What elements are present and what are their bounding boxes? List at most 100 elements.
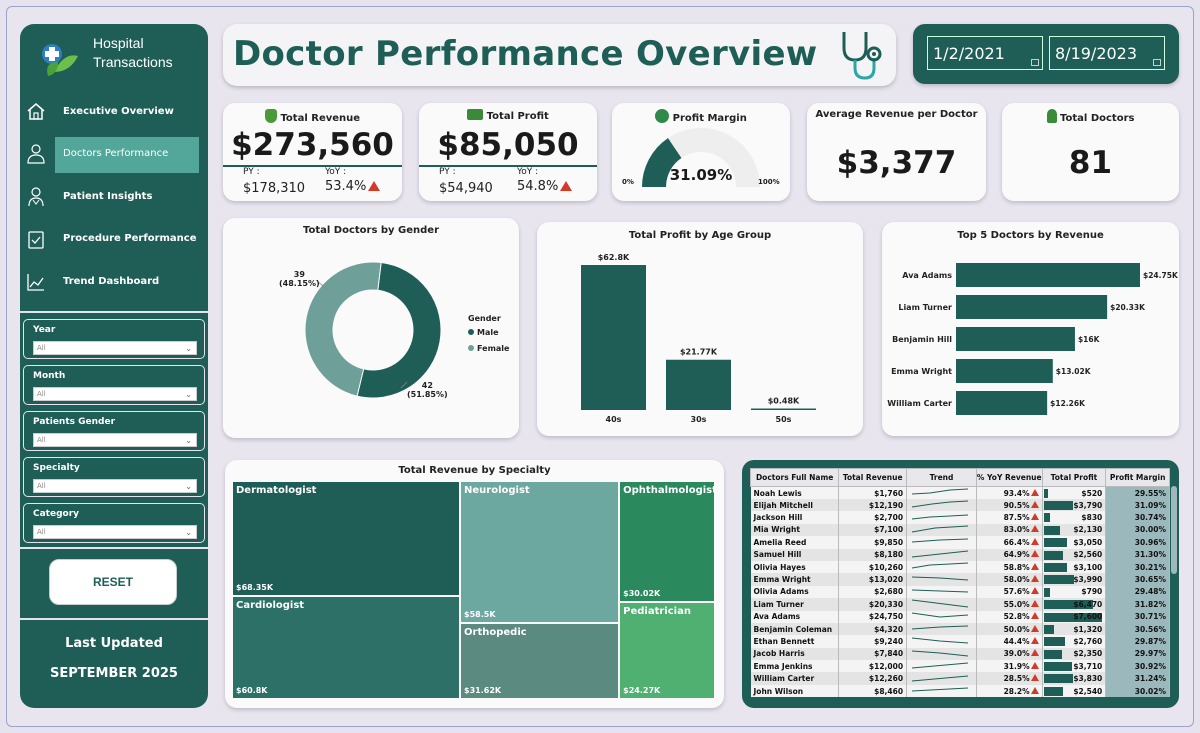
- column-header[interactable]: Doctors Full Name: [749, 468, 840, 487]
- profit-age-card: Total Profit by Age Group $62.8K 40s $21.7…: [537, 222, 863, 436]
- end-date-input[interactable]: 8/19/2023: [1049, 36, 1165, 70]
- treemap-cell-name: Cardiologist: [236, 600, 305, 612]
- yoy-value: 39.0%: [1003, 649, 1030, 659]
- nav-item-trend-dashboard[interactable]: Trend Dashboard: [20, 265, 208, 301]
- yoy-cell: 31.9%: [976, 660, 1043, 673]
- table-row[interactable]: William Carter $12,260 28.5% $3,830 31.24%: [750, 672, 1170, 685]
- table-row[interactable]: Jacob Harris $7,840 39.0% $2,350 29.97%: [750, 647, 1170, 661]
- yoy-value: 28.2%: [1003, 686, 1030, 696]
- sparkline: [912, 562, 969, 569]
- top-doctor-bar[interactable]: [956, 391, 1048, 415]
- table-row[interactable]: John Wilson $8,460 28.2% $2,540 30.02%: [750, 684, 1170, 698]
- table-row[interactable]: Liam Turner $20,330 55.0% $6,470 31.82%: [750, 598, 1170, 611]
- table-row[interactable]: Benjamin Coleman $4,320 50.0% $1,320 30.56%: [750, 622, 1170, 636]
- slicer-dropdown[interactable]: All ⌄: [33, 433, 197, 447]
- table-row[interactable]: Emma Wright $13,020 58.0% $3,990 30.65%: [750, 573, 1170, 586]
- column-header[interactable]: Trend: [906, 468, 977, 487]
- kpi-title: Total Revenue: [223, 109, 402, 124]
- chevron-down-icon[interactable]: ⌄: [185, 436, 192, 445]
- chevron-down-icon[interactable]: ⌄: [185, 344, 192, 353]
- table-row[interactable]: Samuel Hill $8,180 64.9% $2,560 31.30%: [750, 548, 1170, 561]
- sparkline: [912, 589, 969, 593]
- nav-item-patient-insights[interactable]: Patient Insights: [20, 180, 208, 216]
- table-row[interactable]: Emma Jenkins $12,000 31.9% $3,710 30.92%: [750, 660, 1170, 673]
- profit-value: $2,760: [1073, 636, 1103, 646]
- donut-slice-female[interactable]: [304, 261, 382, 397]
- trend-cell: [906, 610, 977, 623]
- stethoscope-icon: [838, 28, 884, 88]
- slicer-value: All: [37, 344, 46, 352]
- slicer-dropdown[interactable]: All ⌄: [33, 525, 197, 539]
- table-scrollbar[interactable]: [1171, 486, 1177, 574]
- specialty-treemap: Dermatologist $68.35K Cardiologist $60.8K Ne…: [233, 482, 717, 700]
- nav-item-executive-overview[interactable]: Executive Overview: [20, 95, 208, 131]
- table-row[interactable]: Mia Wright $7,100 83.0% $2,130 30.00%: [750, 523, 1170, 537]
- nav-item-doctors-performance[interactable]: Doctors Performance: [20, 137, 208, 173]
- column-header[interactable]: % YoY Revenue: [975, 468, 1043, 487]
- profit-cell: $2,560: [1042, 548, 1107, 561]
- chevron-down-icon[interactable]: ⌄: [185, 482, 192, 491]
- top-doctor-bar[interactable]: [956, 327, 1075, 351]
- margin-cell: 29.97%: [1105, 647, 1170, 661]
- top-doctor-bar[interactable]: [956, 263, 1140, 287]
- treemap-cell-dermatologist[interactable]: Dermatologist $68.35K: [233, 482, 460, 596]
- sparkline: [912, 576, 969, 580]
- treemap-cell-pediatrician[interactable]: Pediatrician $24.27K: [620, 602, 714, 698]
- top-doctor-bar[interactable]: [956, 359, 1053, 383]
- reset-button[interactable]: RESET: [49, 559, 177, 605]
- yoy-cell: 87.5%: [976, 511, 1043, 524]
- table-row[interactable]: Olivia Hayes $10,260 58.8% $3,100 30.21%: [750, 560, 1170, 574]
- slicer-dropdown[interactable]: All ⌄: [33, 479, 197, 493]
- slicer-value: All: [37, 528, 46, 536]
- nav-label: Procedure Performance: [63, 233, 197, 244]
- profit-value: $3,710: [1073, 661, 1103, 671]
- table-row[interactable]: Amelia Reed $9,850 66.4% $3,050 30.96%: [750, 536, 1170, 549]
- revenue-cell: $20,330: [838, 598, 908, 611]
- table-row[interactable]: Noah Lewis $1,760 93.4% $520 29.55%: [750, 486, 1170, 499]
- age-bar-40s[interactable]: [581, 265, 646, 410]
- legend-item-female[interactable]: Female: [468, 344, 509, 353]
- legend-item-male[interactable]: Male: [468, 328, 499, 337]
- up-triangle-icon: [1030, 550, 1039, 558]
- doctor-name-cell: Liam Turner: [750, 598, 840, 611]
- sparkline: [912, 662, 969, 669]
- table-row[interactable]: Olivia Adams $2,680 57.6% $790 29.48%: [750, 585, 1170, 599]
- yoy-value: 52.8%: [1003, 612, 1030, 622]
- column-header[interactable]: Total Revenue: [838, 468, 908, 487]
- chevron-down-icon[interactable]: ⌄: [185, 390, 192, 399]
- chevron-down-icon[interactable]: ⌄: [185, 528, 192, 537]
- profit-cell: $2,760: [1042, 635, 1107, 648]
- calendar-icon[interactable]: [1031, 59, 1039, 66]
- treemap-cell-ophthalmologist[interactable]: Ophthalmologist $30.02K: [620, 482, 717, 601]
- treemap-cell-cardiologist[interactable]: Cardiologist $60.8K: [233, 597, 460, 698]
- table-row[interactable]: Ethan Bennett $9,240 44.4% $2,760 29.87%: [750, 635, 1170, 648]
- revenue-cell: $1,760: [838, 486, 908, 499]
- yoy-cell: 39.0%: [976, 647, 1043, 661]
- table-row[interactable]: Jackson Hill $2,700 87.5% $830 30.74%: [750, 511, 1170, 524]
- nav-item-procedure-performance[interactable]: Procedure Performance: [20, 222, 208, 258]
- age-bar-50s[interactable]: [751, 408, 816, 411]
- treemap-cell-orthopedic[interactable]: Orthopedic $31.62K: [461, 623, 619, 698]
- profit-value: $520: [1081, 488, 1103, 498]
- age-bar-30s[interactable]: [666, 359, 731, 410]
- calendar-icon[interactable]: [1153, 59, 1161, 66]
- profit-databar: [1043, 525, 1060, 535]
- doctor-icon: [1046, 109, 1057, 123]
- column-header[interactable]: Total Profit: [1041, 468, 1107, 487]
- slicer-dropdown[interactable]: All ⌄: [33, 387, 197, 401]
- table-row[interactable]: Ava Adams $24,750 52.8% $7,600 30.71%: [750, 610, 1170, 623]
- revenue-cell: $12,000: [838, 660, 908, 673]
- top-doctor-bar[interactable]: [956, 295, 1108, 319]
- revenue-cell: $7,100: [838, 523, 908, 537]
- treemap-cell-name: Orthopedic: [464, 626, 527, 638]
- sparkline-path: [912, 500, 969, 508]
- start-date-input[interactable]: 1/2/2021: [927, 36, 1043, 70]
- doctor-name-cell: Emma Jenkins: [750, 660, 840, 673]
- donut-slice-male[interactable]: [356, 261, 442, 399]
- table-row[interactable]: Elijah Mitchell $12,190 90.5% $3,790 31.09%: [750, 499, 1170, 512]
- sidebar-divider: [20, 547, 208, 549]
- column-header[interactable]: Profit Margin: [1105, 468, 1170, 487]
- treemap-cell-neurologist[interactable]: Neurologist $58.5K: [461, 482, 619, 622]
- slicer-dropdown[interactable]: All ⌄: [33, 341, 197, 355]
- sparkline-path: [912, 675, 969, 682]
